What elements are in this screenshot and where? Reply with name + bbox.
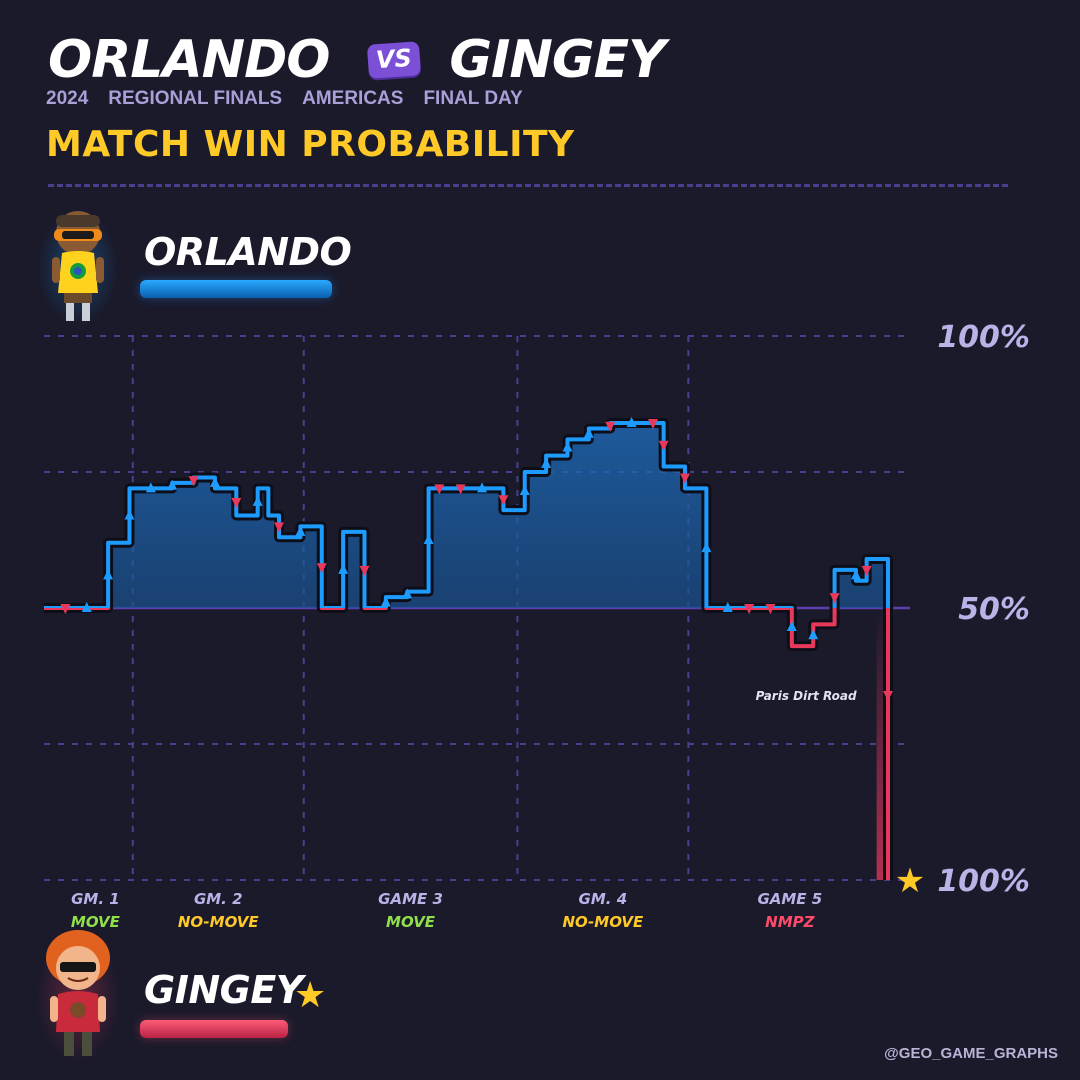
top-player-name: ORLANDO [144,230,352,274]
marker-up [402,588,413,599]
marker-up [252,495,263,506]
game-mode-label: NO-MOVE [562,913,644,931]
bottom-player-color-bar [140,1020,288,1038]
marker-down [359,565,370,576]
marker-up [477,482,488,493]
bottom-player-name: GINGEY [144,968,303,1012]
marker-down [647,419,658,430]
marker-up [295,525,306,536]
marker-down [605,421,616,432]
marker-up [541,457,552,468]
marker-up [808,629,819,640]
annotation-label: Paris Dirt Road [756,689,857,703]
marker-down [861,565,872,576]
y-tick-label: 100% [937,320,1030,355]
event-subtitle: 2024 REGIONAL FINALS AMERICAS FINAL DAY [46,88,523,110]
marker-up [380,596,391,607]
marker-up [786,621,797,632]
game-mode-label: MOVE [386,913,436,931]
marker-down [455,484,466,495]
credit-handle: @GEO_GAME_GRAPHS [884,1045,1058,1062]
marker-up [562,441,573,452]
marker-down [316,563,327,574]
match-title: ORLANDO VS GINGEY [48,28,666,92]
end-star-icon: ★ [895,861,925,901]
marker-down [883,691,893,702]
game-mode-label: NO-MOVE [178,913,260,931]
game-label: GAME 3 [378,890,443,908]
marker-up [209,476,220,487]
subtitle-year: 2024 [46,88,89,109]
chart-axis-labels: Paris Dirt Road ★ 100% 50% 100% GM. 1 MOVE GM. … [71,320,1030,931]
marker-up [722,602,733,612]
y-tick-label: 50% [958,592,1030,627]
orlando-avatar-icon [38,209,118,325]
winner-star-icon: ★ [294,975,327,1016]
game-label: GM. 4 [579,890,628,908]
marker-down [188,476,199,487]
marker-down [658,440,669,451]
chart-series-line [44,418,893,880]
marker-down [274,522,285,533]
header-divider [48,184,1008,187]
marker-up [423,534,434,544]
marker-down [829,593,840,604]
game-label: GAME 5 [757,890,822,908]
title-player1: ORLANDO [48,30,331,90]
marker-down [231,497,242,508]
marker-up [81,602,92,612]
marker-up [167,479,178,490]
marker-up [124,509,135,520]
game-mode-label: MOVE [71,913,121,931]
marker-down [434,484,445,495]
marker-down [765,604,776,614]
marker-up [519,485,530,496]
chart-title: MATCH WIN PROBABILITY [46,124,575,165]
marker-down [744,604,755,614]
marker-down [680,473,691,484]
game-label: GM. 2 [194,890,243,908]
game-mode-label: NMPZ [765,913,815,931]
marker-up [103,569,114,580]
marker-down [498,495,509,506]
marker-up [338,563,349,574]
y-tick-label: 100% [937,864,1030,899]
subtitle-region: AMERICAS [302,88,404,109]
top-player-color-bar [140,280,332,298]
marker-down [60,604,71,614]
marker-up [701,542,712,553]
title-player2: GINGEY [449,30,665,90]
subtitle-event: REGIONAL FINALS [108,88,283,109]
marker-up [583,427,594,438]
subtitle-day: FINAL DAY [423,88,523,109]
game-label: GM. 1 [71,890,120,908]
marker-up [850,569,861,580]
marker-up [626,417,637,428]
marker-up [145,482,156,493]
gingey-avatar-icon [36,930,120,1062]
series-shadow [44,418,893,880]
chart-step-markers [60,417,893,702]
